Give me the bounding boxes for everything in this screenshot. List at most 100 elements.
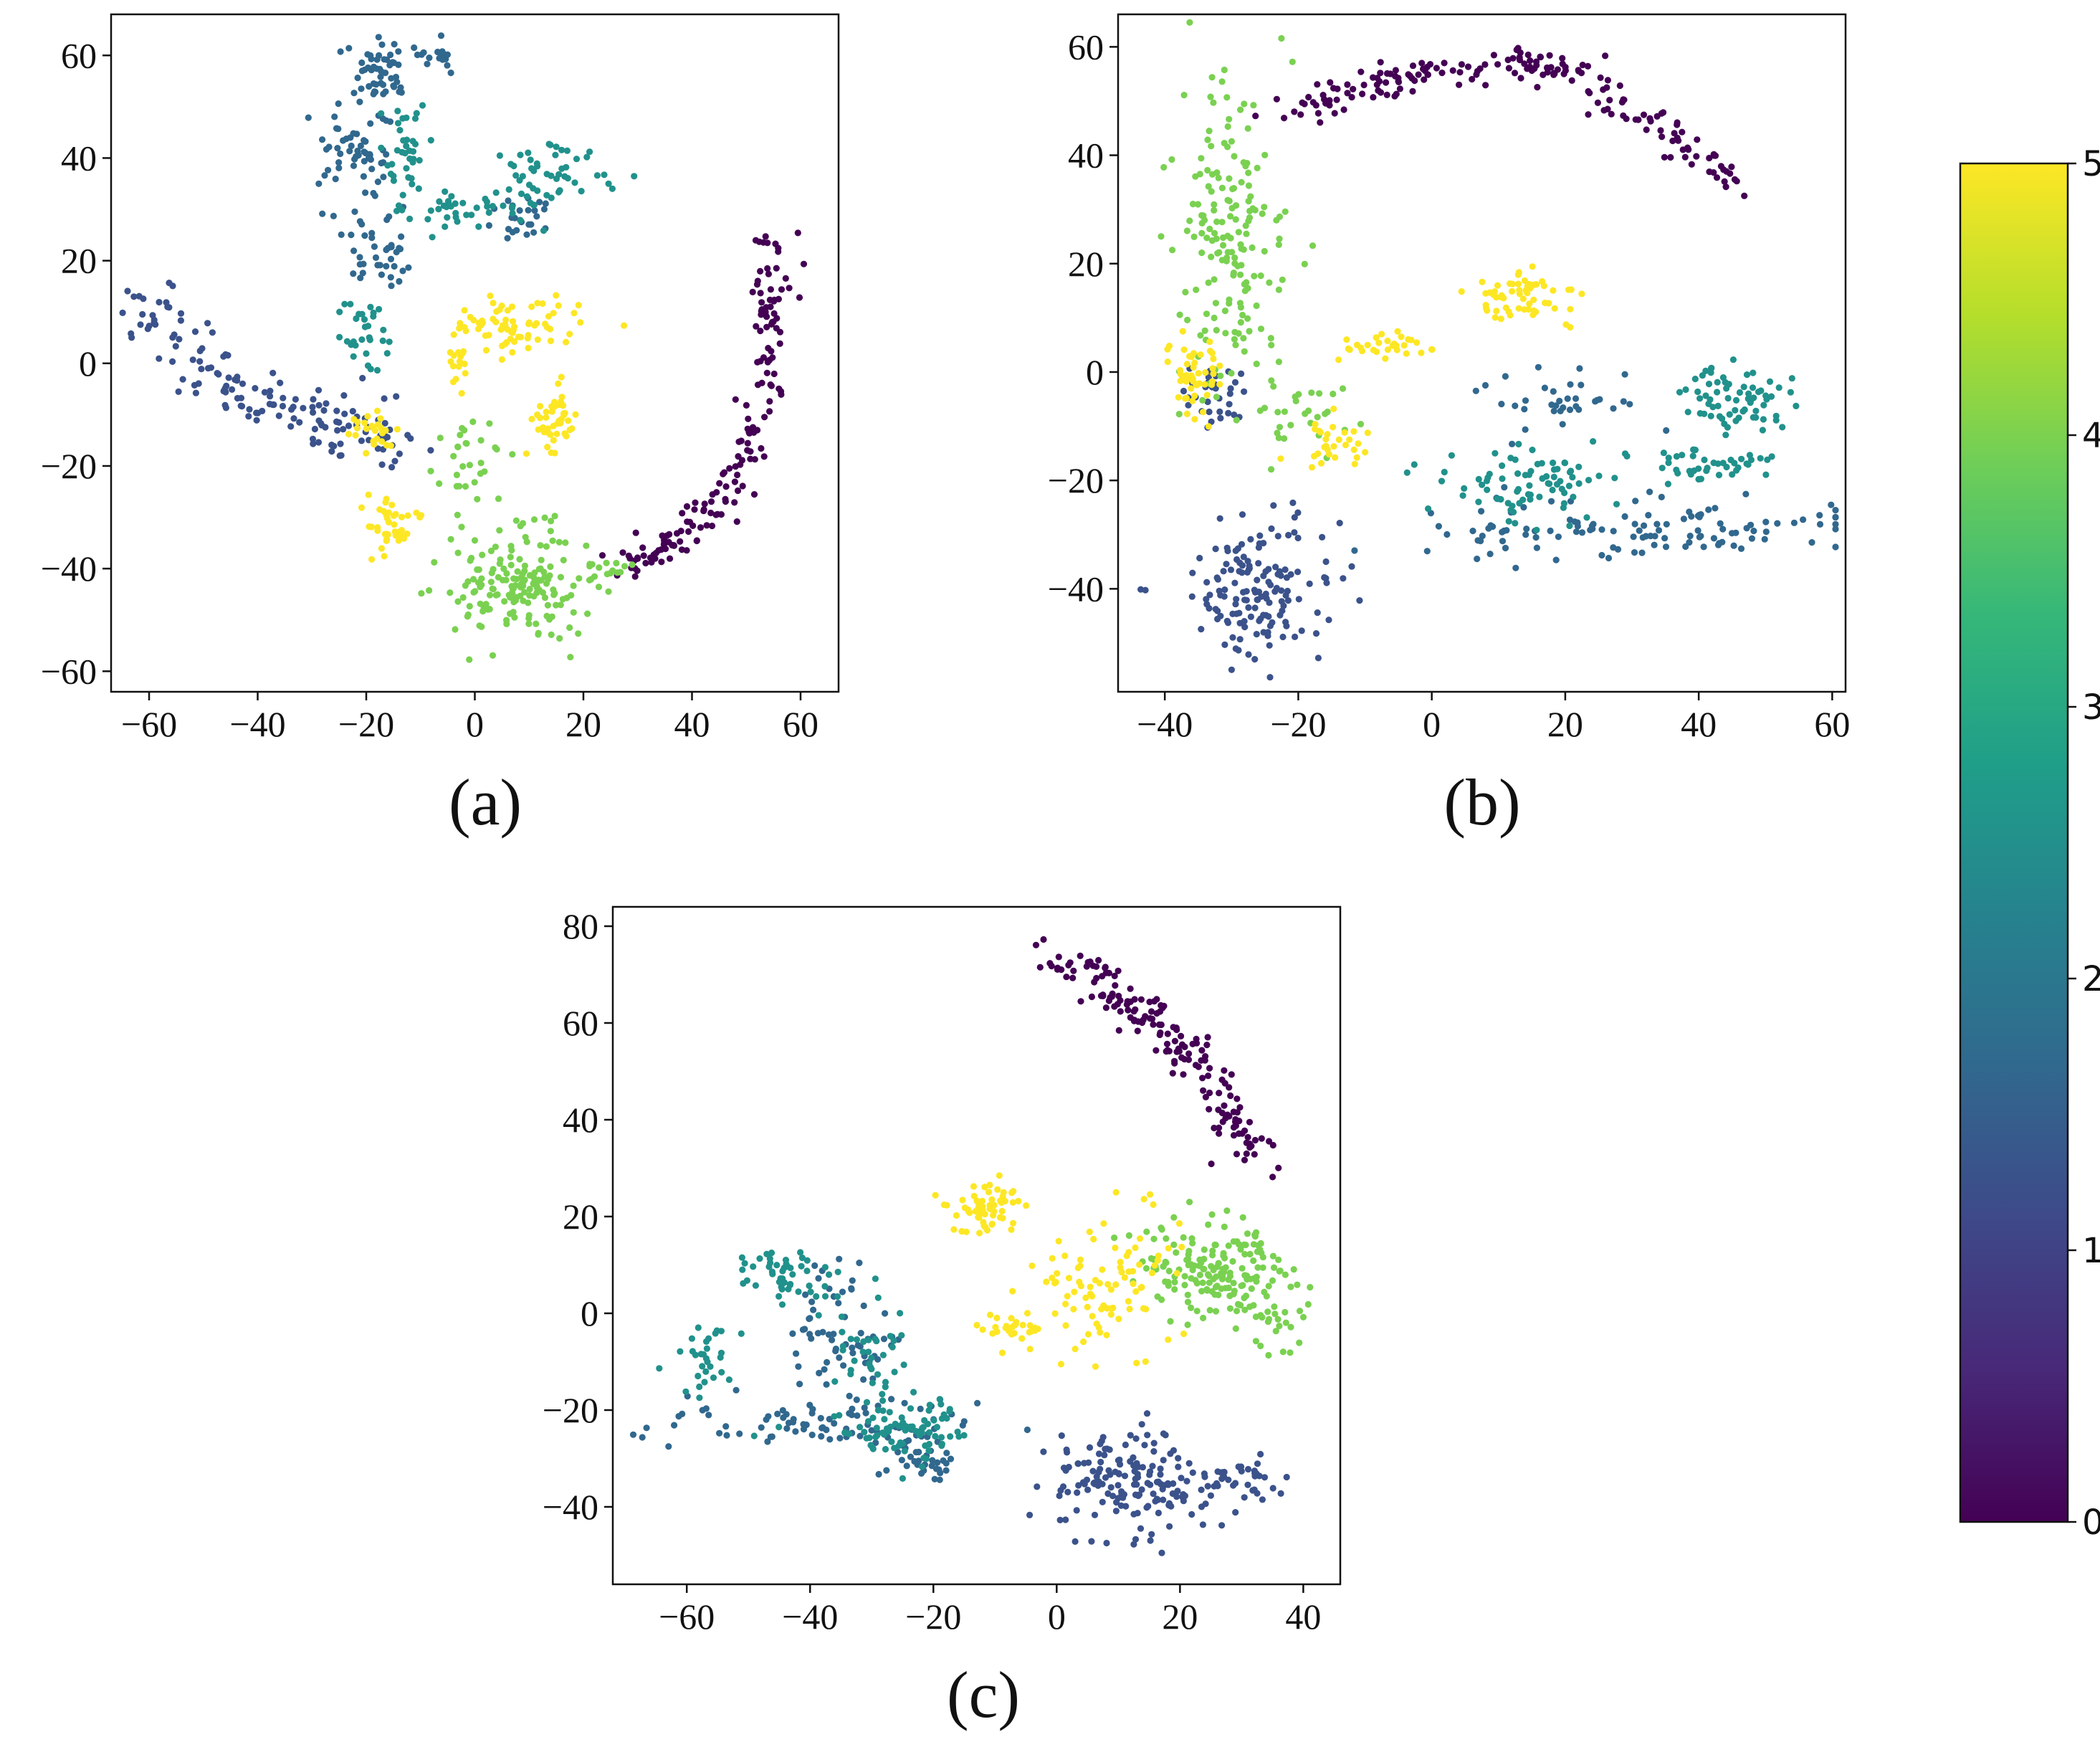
scatter-point [802,1291,809,1298]
scatter-point [479,608,487,615]
scatter-point [466,656,473,663]
scatter-point [1183,361,1190,368]
scatter-point [348,232,355,239]
scatter-point [1330,443,1337,450]
colorbar-tick-label: 0 [2082,1503,2100,1543]
scatter-point [1213,327,1220,334]
scatter-point [1238,562,1246,569]
scatter-point [1226,1305,1233,1312]
scatter-point [1245,169,1252,176]
scatter-point [1243,1272,1251,1280]
scatter-point [1130,1510,1137,1518]
scatter-point [1083,1476,1091,1483]
scatter-point [1221,641,1228,649]
scatter-point [792,1428,799,1435]
scatter-point [1696,533,1703,541]
scatter-point [1211,206,1218,214]
scatter-point [1146,999,1153,1006]
scatter-point [1192,173,1199,180]
scatter-point [1653,113,1661,120]
scatter-point [1251,272,1258,280]
scatter-point [514,568,521,575]
scatter-point [1750,369,1757,376]
scatter-point [1341,429,1348,436]
scatter-point [1169,1070,1176,1077]
scatter-point [1254,1460,1261,1467]
scatter-point [533,589,540,596]
scatter-point [918,1470,925,1477]
colorbar-tick-label: 3 [2082,687,2100,728]
scatter-point [836,1412,843,1419]
scatter-point [773,265,780,272]
scatter-point [1258,1135,1265,1142]
scatter-point [861,1404,868,1412]
scatter-point [915,1448,922,1456]
scatter-point [382,499,389,506]
scatter-point [1180,1234,1187,1241]
scatter-point [482,332,489,339]
scatter-point [1604,77,1611,84]
scatter-point [817,1414,824,1422]
scatter-point [1220,1250,1227,1257]
scatter-point [696,1383,703,1391]
scatter-point [1233,417,1240,424]
scatter-point [536,199,543,206]
scatter-point [525,149,532,156]
scatter-point [328,442,335,449]
scatter-point [959,1422,966,1429]
scatter-point [405,264,412,271]
scatter-point [861,1429,868,1436]
scatter-point [1026,1346,1034,1353]
scatter-point [411,115,419,122]
scatter-point [1295,596,1302,603]
scatter-point [1249,205,1256,212]
scatter-point [1546,52,1553,59]
scatter-point [1382,355,1389,362]
scatter-point [665,1443,672,1450]
scatter-point [1705,381,1713,388]
scatter-point [192,389,199,396]
scatter-point [1492,314,1499,321]
scatter-point [1144,1480,1151,1487]
scatter-point [1070,1305,1077,1313]
scatter-point [1620,112,1627,119]
scatter-point [1696,410,1704,417]
scatter-point [383,515,391,522]
scatter-point [1308,389,1315,396]
scatter-point [1188,385,1195,392]
scatter-point [773,1262,781,1269]
scatter-point [548,518,555,525]
scatter-point [1216,1130,1223,1137]
scatter-point [1245,651,1252,658]
scatter-point [1550,388,1557,395]
scatter-point [368,422,376,429]
scatter-point [1241,1156,1249,1163]
scatter-point [856,1260,863,1267]
scatter-point [1077,998,1084,1005]
scatter-point [380,90,387,97]
scatter-point [1259,1496,1266,1503]
scatter-point [1237,106,1244,113]
scatter-point [955,1433,963,1440]
scatter-point [1682,386,1689,394]
scatter-point [1234,1300,1242,1308]
scatter-point [770,370,778,378]
scatter-point [1632,116,1639,123]
scatter-point [1036,963,1044,971]
scatter-point [1257,1342,1264,1350]
scatter-point [1296,1308,1304,1315]
scatter-point [350,338,357,346]
scatter-point [1154,1257,1161,1264]
scatter-point [399,191,406,199]
scatter-point [586,561,593,568]
scatter-point [1552,402,1560,409]
scatter-point [1170,1241,1178,1248]
scatter-point [1242,222,1249,229]
scatter-point [446,201,453,208]
scatter-point [1252,113,1259,120]
scatter-point [1688,161,1695,168]
scatter-point [387,51,394,59]
scatter-point [1295,391,1302,398]
scatter-point [1714,541,1722,548]
